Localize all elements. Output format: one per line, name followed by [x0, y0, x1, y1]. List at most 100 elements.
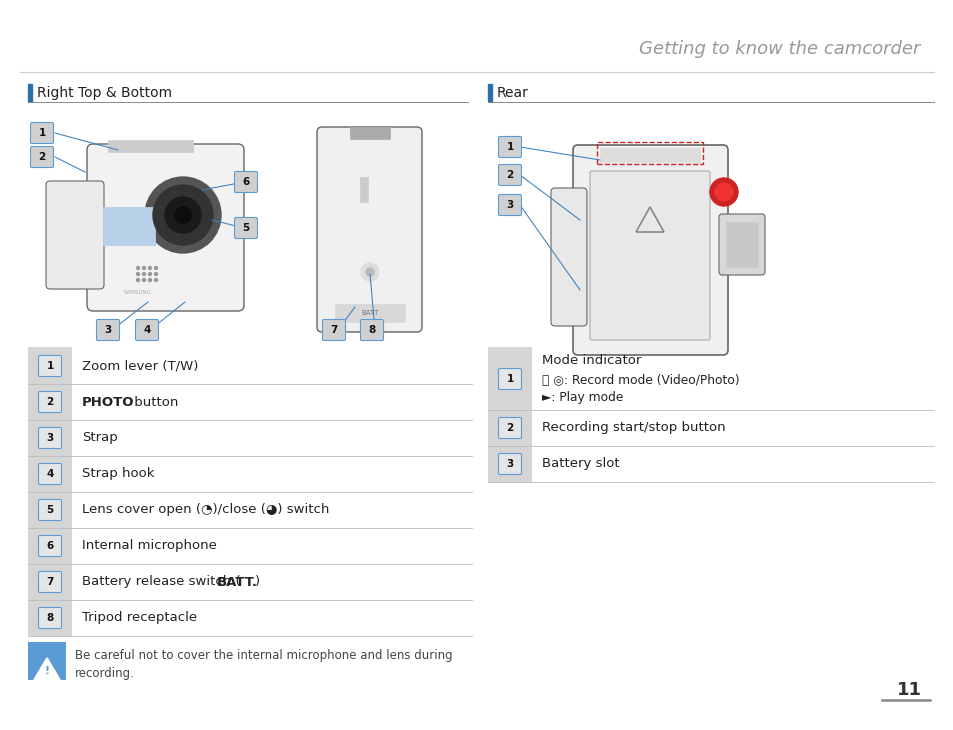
Text: 2: 2	[38, 152, 46, 162]
Text: Battery slot: Battery slot	[541, 458, 619, 471]
Circle shape	[714, 183, 732, 201]
Text: Getting to know the camcorder: Getting to know the camcorder	[638, 40, 919, 58]
Bar	[488, 445, 532, 482]
Circle shape	[154, 279, 157, 282]
Text: 2: 2	[506, 423, 513, 433]
FancyBboxPatch shape	[719, 214, 764, 275]
FancyBboxPatch shape	[135, 320, 158, 340]
FancyBboxPatch shape	[38, 536, 61, 556]
Text: Battery release switch (: Battery release switch (	[82, 575, 240, 588]
FancyBboxPatch shape	[498, 164, 521, 185]
Text: Be careful not to cover the internal microphone and lens during: Be careful not to cover the internal mic…	[75, 650, 452, 663]
Text: 1: 1	[506, 374, 513, 384]
FancyBboxPatch shape	[38, 499, 61, 520]
Text: 6: 6	[47, 541, 53, 551]
Text: 1: 1	[47, 361, 53, 371]
FancyBboxPatch shape	[38, 391, 61, 412]
FancyBboxPatch shape	[498, 194, 521, 215]
Text: 1: 1	[506, 142, 513, 152]
Text: 7: 7	[330, 325, 337, 335]
Circle shape	[149, 266, 152, 269]
Bar	[28, 563, 71, 600]
Bar	[725, 222, 758, 267]
Text: 4: 4	[47, 469, 53, 479]
FancyBboxPatch shape	[234, 218, 257, 239]
Text: 8: 8	[47, 613, 53, 623]
FancyBboxPatch shape	[38, 572, 61, 593]
Circle shape	[142, 266, 146, 269]
Bar	[108, 140, 193, 152]
FancyBboxPatch shape	[498, 137, 521, 158]
Text: Lens cover open (◔)/close (◕) switch: Lens cover open (◔)/close (◕) switch	[82, 504, 329, 517]
Circle shape	[174, 207, 191, 223]
Text: BATT.: BATT.	[216, 575, 257, 588]
FancyBboxPatch shape	[316, 127, 421, 332]
FancyBboxPatch shape	[46, 181, 104, 289]
Bar	[28, 642, 66, 680]
Text: Internal microphone: Internal microphone	[82, 539, 216, 553]
Text: 3: 3	[104, 325, 112, 335]
Text: Right Top & Bottom: Right Top & Bottom	[37, 86, 172, 100]
Text: recording.: recording.	[75, 666, 134, 680]
Circle shape	[136, 272, 139, 275]
Text: ): )	[254, 575, 260, 588]
Bar	[488, 347, 532, 410]
Bar	[488, 409, 532, 446]
Text: Recording start/stop button: Recording start/stop button	[541, 421, 725, 434]
FancyBboxPatch shape	[498, 369, 521, 390]
Bar	[359, 177, 368, 202]
Circle shape	[136, 266, 139, 269]
Circle shape	[152, 185, 213, 245]
Circle shape	[142, 279, 146, 282]
Circle shape	[366, 268, 374, 276]
Text: 📹 ◎: Record mode (Video/Photo): 📹 ◎: Record mode (Video/Photo)	[541, 374, 739, 386]
Text: 1: 1	[38, 128, 46, 138]
Circle shape	[154, 272, 157, 275]
Circle shape	[142, 272, 146, 275]
FancyBboxPatch shape	[498, 418, 521, 439]
Bar	[28, 419, 71, 456]
FancyBboxPatch shape	[360, 320, 383, 340]
Circle shape	[709, 178, 738, 206]
FancyBboxPatch shape	[498, 453, 521, 474]
Circle shape	[149, 272, 152, 275]
Bar	[103, 207, 154, 245]
Text: !: !	[45, 666, 50, 676]
Text: 3: 3	[506, 459, 513, 469]
Text: ►: Play mode: ►: Play mode	[541, 391, 622, 404]
Polygon shape	[34, 658, 60, 680]
Bar	[28, 84, 32, 101]
FancyBboxPatch shape	[38, 428, 61, 448]
Text: 8: 8	[368, 325, 375, 335]
FancyBboxPatch shape	[573, 145, 727, 355]
Circle shape	[165, 197, 201, 233]
Bar	[597, 142, 702, 164]
Bar	[488, 84, 492, 101]
FancyBboxPatch shape	[551, 188, 586, 326]
FancyBboxPatch shape	[96, 320, 119, 340]
Text: Zoom lever (T/W): Zoom lever (T/W)	[82, 359, 198, 372]
Text: 2: 2	[47, 397, 53, 407]
Bar	[28, 455, 71, 492]
Text: PHOTO: PHOTO	[82, 396, 134, 409]
FancyBboxPatch shape	[30, 147, 53, 167]
FancyBboxPatch shape	[30, 123, 53, 144]
Text: 6: 6	[242, 177, 250, 187]
FancyBboxPatch shape	[322, 320, 345, 340]
FancyBboxPatch shape	[38, 464, 61, 485]
Bar	[28, 491, 71, 528]
Bar	[28, 527, 71, 564]
Text: BATT: BATT	[361, 310, 378, 316]
Bar	[350, 127, 390, 139]
Text: 5: 5	[47, 505, 53, 515]
Bar	[28, 599, 71, 636]
Circle shape	[136, 279, 139, 282]
Text: Tripod receptacle: Tripod receptacle	[82, 612, 197, 624]
Text: Rear: Rear	[497, 86, 528, 100]
Circle shape	[145, 177, 221, 253]
Text: 3: 3	[47, 433, 53, 443]
Text: 7: 7	[47, 577, 53, 587]
Bar	[335, 304, 405, 322]
FancyBboxPatch shape	[38, 607, 61, 629]
Text: button: button	[130, 396, 178, 409]
